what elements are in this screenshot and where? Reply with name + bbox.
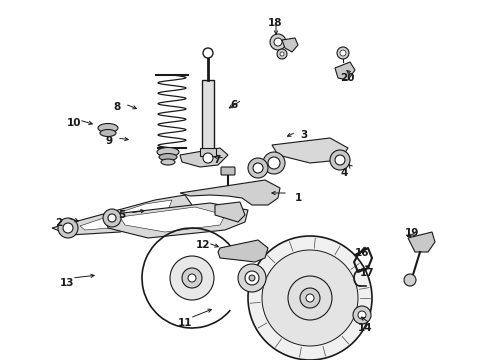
- Circle shape: [253, 163, 263, 173]
- Circle shape: [337, 47, 349, 59]
- Circle shape: [353, 306, 371, 324]
- Text: 9: 9: [105, 136, 112, 146]
- Text: 17: 17: [360, 268, 375, 278]
- Ellipse shape: [100, 130, 116, 136]
- Circle shape: [63, 223, 73, 233]
- Circle shape: [288, 276, 332, 320]
- Text: 12: 12: [196, 240, 211, 250]
- Text: 7: 7: [213, 155, 220, 165]
- Text: 11: 11: [178, 318, 193, 328]
- Polygon shape: [52, 195, 192, 235]
- Circle shape: [340, 50, 346, 56]
- Circle shape: [103, 209, 121, 227]
- Text: 14: 14: [358, 323, 372, 333]
- Text: 18: 18: [268, 18, 283, 28]
- FancyBboxPatch shape: [200, 148, 216, 156]
- Circle shape: [188, 274, 196, 282]
- Text: 15: 15: [248, 278, 263, 288]
- Text: 2: 2: [55, 218, 62, 228]
- Circle shape: [203, 153, 213, 163]
- Circle shape: [108, 214, 116, 222]
- Text: 19: 19: [405, 228, 419, 238]
- Circle shape: [358, 311, 366, 319]
- Text: 8: 8: [113, 102, 120, 112]
- Circle shape: [262, 250, 358, 346]
- Circle shape: [182, 268, 202, 288]
- Circle shape: [248, 158, 268, 178]
- Text: 13: 13: [60, 278, 74, 288]
- Polygon shape: [80, 200, 172, 230]
- Circle shape: [300, 288, 320, 308]
- Circle shape: [58, 218, 78, 238]
- Ellipse shape: [161, 159, 175, 165]
- Circle shape: [330, 150, 350, 170]
- Circle shape: [238, 264, 266, 292]
- Circle shape: [274, 38, 282, 46]
- FancyBboxPatch shape: [221, 167, 235, 175]
- Circle shape: [277, 49, 287, 59]
- Circle shape: [268, 157, 280, 169]
- Text: 3: 3: [300, 130, 307, 140]
- FancyBboxPatch shape: [202, 80, 214, 150]
- Text: 20: 20: [340, 73, 354, 83]
- Text: 4: 4: [340, 168, 347, 178]
- Text: 10: 10: [67, 118, 81, 128]
- Text: 16: 16: [355, 248, 369, 258]
- Circle shape: [280, 52, 284, 56]
- Polygon shape: [218, 240, 268, 262]
- Polygon shape: [282, 38, 298, 52]
- Circle shape: [306, 294, 314, 302]
- Circle shape: [248, 236, 372, 360]
- Ellipse shape: [157, 148, 179, 157]
- Text: 6: 6: [230, 100, 237, 110]
- Circle shape: [245, 271, 259, 285]
- Circle shape: [335, 155, 345, 165]
- Circle shape: [249, 275, 255, 281]
- Polygon shape: [408, 232, 435, 252]
- Circle shape: [203, 48, 213, 58]
- Polygon shape: [180, 180, 280, 205]
- Circle shape: [263, 152, 285, 174]
- Ellipse shape: [98, 123, 118, 132]
- Polygon shape: [272, 138, 348, 163]
- Polygon shape: [120, 207, 225, 232]
- Text: 5: 5: [118, 210, 125, 220]
- Ellipse shape: [159, 153, 177, 161]
- Polygon shape: [105, 203, 248, 238]
- Text: 1: 1: [295, 193, 302, 203]
- Polygon shape: [335, 62, 355, 80]
- Circle shape: [270, 34, 286, 50]
- Circle shape: [170, 256, 214, 300]
- Polygon shape: [215, 202, 245, 222]
- Polygon shape: [180, 148, 228, 167]
- Circle shape: [404, 274, 416, 286]
